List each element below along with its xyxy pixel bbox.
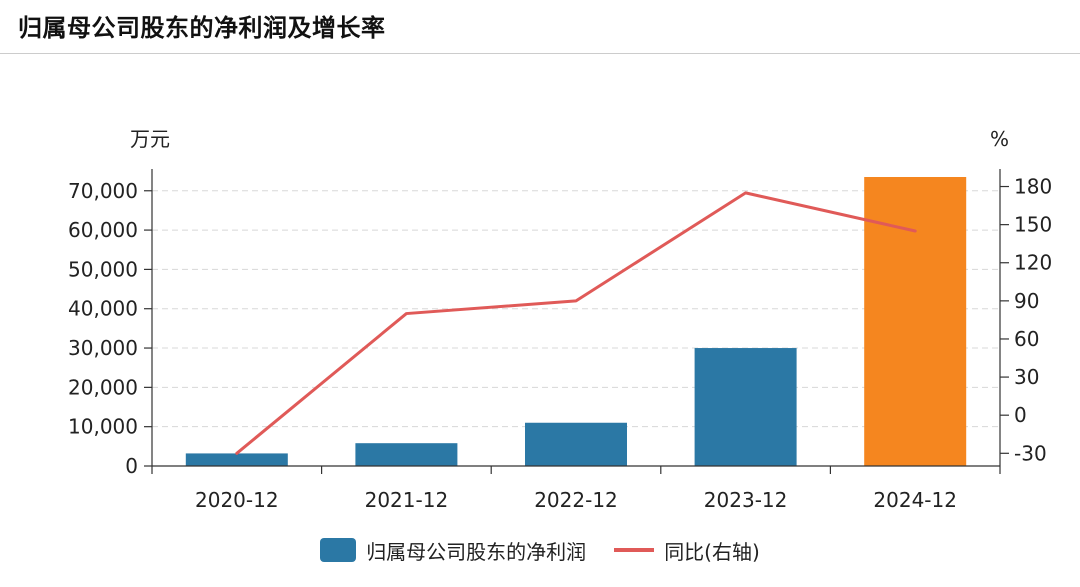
legend-line-label: 同比(右轴) [664, 539, 760, 564]
y-left-tick-label: 50,000 [68, 257, 138, 281]
y-left-tick-label: 0 [125, 454, 138, 478]
y-left-tick-label: 30,000 [68, 336, 138, 360]
bar [355, 443, 458, 466]
x-tick-label: 2021-12 [365, 488, 449, 512]
x-tick-label: 2022-12 [534, 488, 618, 512]
bar [864, 177, 967, 466]
bar [185, 453, 288, 466]
y-right-tick-label: 180 [1014, 175, 1052, 199]
legend-item-bar[interactable]: 归属母公司股东的净利润 [320, 536, 586, 565]
legend: 归属母公司股东的净利润 同比(右轴) [0, 530, 1080, 570]
yoy-line [235, 191, 917, 455]
y-left-tick-label: 40,000 [68, 297, 138, 321]
y-right-tick-label: 60 [1014, 327, 1039, 351]
y-right-axis-label: % [990, 127, 1009, 151]
y-right-tick-label: 90 [1014, 289, 1039, 313]
bar [525, 422, 627, 466]
y-left-axis-label: 万元 [130, 127, 170, 151]
y-right-tick-label: 30 [1014, 365, 1039, 389]
y-right-tick-label: 120 [1014, 251, 1052, 275]
legend-line-swatch [614, 548, 655, 552]
legend-item-line[interactable]: 同比(右轴) [614, 536, 760, 565]
combo-chart: 0 10,000 20,000 30,000 40,000 50,000 60,000 70,… [68, 127, 1052, 512]
y-right-tick-label: 0 [1014, 403, 1027, 427]
y-left-tick-label: 60,000 [68, 218, 138, 242]
x-tick-label: 2020-12 [195, 488, 279, 512]
y-left-tick-label: 20,000 [68, 375, 138, 399]
y-left-tick-label: 70,000 [68, 179, 138, 203]
y-right-tick-label: -30 [1014, 441, 1047, 465]
bar [694, 348, 797, 466]
x-tick-label: 2023-12 [704, 488, 788, 512]
x-tick-label: 2024-12 [873, 488, 957, 512]
y-left-tick-label: 10,000 [68, 415, 138, 439]
chart-title: 归属母公司股东的净利润及增长率 [18, 14, 386, 42]
legend-bar-label: 归属母公司股东的净利润 [366, 539, 587, 564]
title-divider [0, 53, 1080, 54]
legend-bar-swatch [320, 538, 357, 562]
y-right-tick-label: 150 [1014, 213, 1052, 237]
